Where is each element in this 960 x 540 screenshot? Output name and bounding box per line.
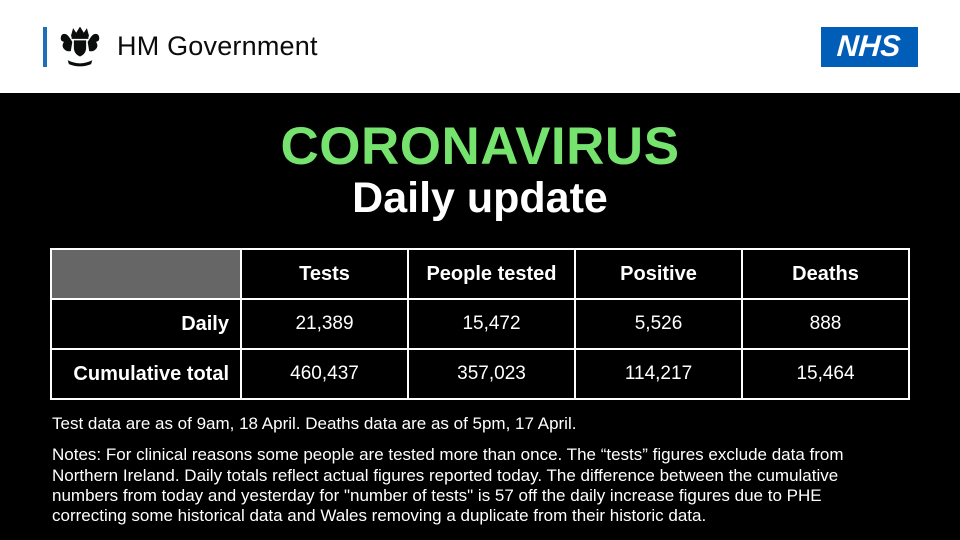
slide-body: CORONAVIRUS Daily update Tests People te… xyxy=(0,93,960,527)
cell-cumulative-people-tested: 357,023 xyxy=(407,348,576,401)
royal-crest-icon xyxy=(57,25,103,68)
nhs-logo: NHS xyxy=(821,26,918,67)
top-header-bar: HM Government NHS xyxy=(0,0,960,93)
column-header-tests: Tests xyxy=(240,248,409,301)
cell-daily-people-tested: 15,472 xyxy=(407,298,576,351)
row-label-daily: Daily xyxy=(50,298,242,351)
cell-cumulative-positive: 114,217 xyxy=(574,348,743,401)
hm-government-logo: HM Government xyxy=(43,25,318,68)
cell-daily-tests: 21,389 xyxy=(240,298,409,351)
table-row-daily: Daily 21,389 15,472 5,526 888 xyxy=(50,298,910,351)
cell-daily-positive: 5,526 xyxy=(574,298,743,351)
column-header-deaths: Deaths xyxy=(741,248,910,301)
page-title: CORONAVIRUS xyxy=(280,117,680,176)
gov-label: HM Government xyxy=(117,31,318,61)
column-header-positive: Positive xyxy=(574,248,743,301)
row-label-cumulative: Cumulative total xyxy=(50,348,242,401)
column-header-people-tested: People tested xyxy=(407,248,576,301)
cell-cumulative-tests: 460,437 xyxy=(240,348,409,401)
table-header-row: Tests People tested Positive Deaths xyxy=(50,248,910,301)
nhs-logo-text: NHS xyxy=(835,29,902,63)
gov-accent-bar xyxy=(43,26,47,67)
page-subtitle: Daily update xyxy=(352,174,608,222)
notes-paragraph: Notes: For clinical reasons some people … xyxy=(52,445,844,526)
table-corner-cell xyxy=(50,248,242,301)
stats-table: Tests People tested Positive Deaths Dail… xyxy=(50,248,910,401)
table-row-cumulative: Cumulative total 460,437 357,023 114,217… xyxy=(50,348,910,401)
cell-cumulative-deaths: 15,464 xyxy=(741,348,910,401)
cell-daily-deaths: 888 xyxy=(741,298,910,351)
data-as-of-note: Test data are as of 9am, 18 April. Death… xyxy=(52,414,577,434)
